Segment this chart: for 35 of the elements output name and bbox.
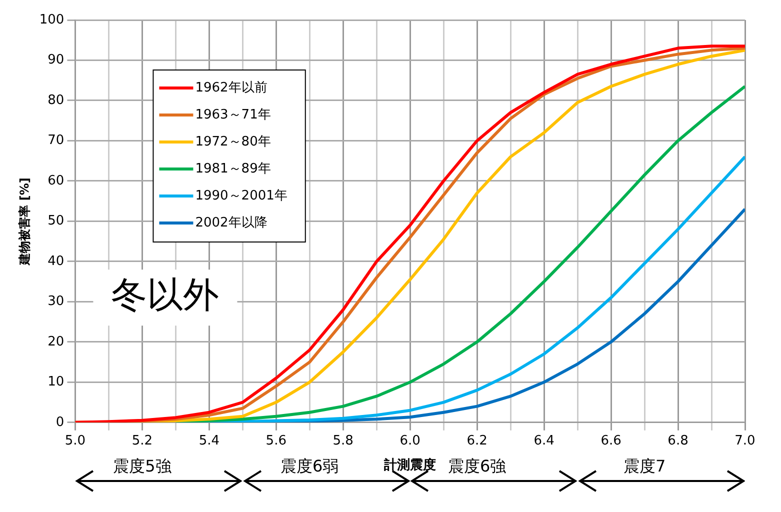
x-tick-label: 5.0 [64, 434, 86, 449]
y-tick-label: 90 [48, 52, 64, 68]
y-tick-label: 40 [48, 254, 64, 269]
legend-label: 2002年以降 [195, 215, 268, 230]
y-tick-label: 80 [48, 92, 64, 108]
x-tick-label: 6.2 [466, 434, 488, 449]
x-tick-label: 6.4 [534, 434, 554, 449]
x-tick-label: 5.4 [198, 434, 220, 449]
y-tick-label: 10 [48, 374, 64, 390]
y-tick-label: 20 [48, 334, 64, 350]
annotation: 冬以外 [111, 275, 220, 316]
legend-label: 1963～71年 [195, 107, 271, 122]
x-tick-label: 7.0 [734, 434, 756, 449]
y-tick-label: 50 [48, 214, 64, 229]
y-tick-label: 70 [48, 133, 64, 148]
x-tick-label: 6.8 [668, 434, 688, 449]
y-tick-label: 0 [56, 414, 64, 430]
legend-label: 1981～89年 [195, 161, 271, 176]
legend-label: 1990～2001年 [195, 188, 288, 204]
text: 震度7 [623, 456, 666, 476]
x-tick-label: 5.8 [332, 434, 354, 449]
y-tick-label: 60 [48, 173, 64, 188]
text: 震度6強 [448, 456, 506, 476]
legend-label: 1972～80年 [195, 134, 271, 150]
text: 震度5強 [113, 456, 172, 476]
y-tick-label: 100 [39, 12, 64, 28]
y-axis-title: 建物被害率 [%] [17, 178, 32, 266]
x-tick-label: 5.6 [266, 434, 286, 449]
y-tick-label: 30 [48, 294, 64, 310]
x-tick-label: 5.2 [132, 434, 153, 449]
x-axis-title: 計測震度 [383, 456, 436, 473]
legend-label: 1962年以前 [195, 80, 268, 96]
x-tick-label: 6.6 [600, 434, 622, 449]
text: 震度6弱 [280, 456, 339, 476]
x-tick-label: 6.0 [400, 434, 420, 449]
